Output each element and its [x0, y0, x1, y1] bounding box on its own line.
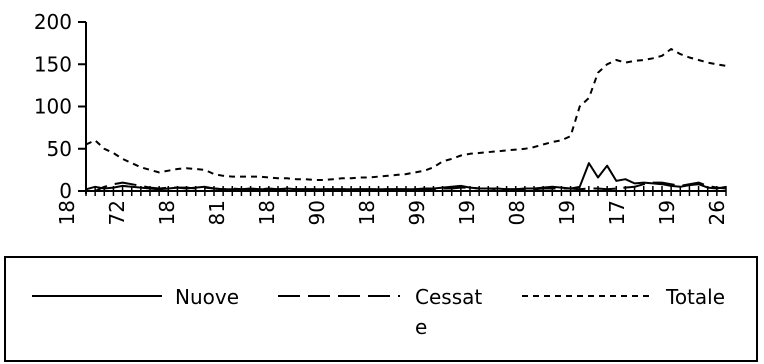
x-tick-label: 99 [405, 200, 429, 225]
x-tick-label: 81 [205, 200, 229, 225]
chart-tick-labels: 0 50 100 150 200 18 72 18 81 18 90 18 99 19 08 19 17 19 26 [34, 10, 729, 225]
x-tick-label: 72 [105, 200, 129, 225]
series-line-totale [85, 48, 727, 181]
legend-box [4, 256, 758, 362]
x-tick-label: 18 [255, 200, 279, 225]
legend-label-cessate: Cessat [415, 285, 482, 309]
legend-label-totale: Totale [665, 285, 725, 309]
y-tick-label: 150 [34, 52, 72, 76]
legend-label-cessate: e [415, 315, 427, 339]
x-tick-label: 19 [655, 200, 679, 225]
x-tick-label: 19 [455, 200, 479, 225]
y-tick-label: 50 [47, 137, 72, 161]
series-line-nuove [85, 162, 727, 191]
x-tick-label: 08 [505, 200, 529, 225]
x-tick-label: 19 [555, 200, 579, 225]
legend-label-nuove: Nuove [175, 285, 239, 309]
y-tick-label: 0 [59, 179, 72, 203]
chart-series [85, 48, 727, 192]
x-tick-label: 26 [705, 200, 729, 225]
x-tick-label: 17 [605, 200, 629, 225]
chart-legend: Nuove Cessat e Totale [4, 256, 758, 362]
y-tick-label: 200 [34, 10, 72, 34]
y-tick-label: 100 [34, 95, 72, 119]
x-tick-label: 18 [55, 200, 79, 225]
series-line-cessate [86, 181, 727, 192]
x-tick-label: 18 [155, 200, 179, 225]
x-tick-label: 90 [305, 200, 329, 225]
chart-axes [78, 21, 727, 196]
x-tick-label: 18 [355, 200, 379, 225]
